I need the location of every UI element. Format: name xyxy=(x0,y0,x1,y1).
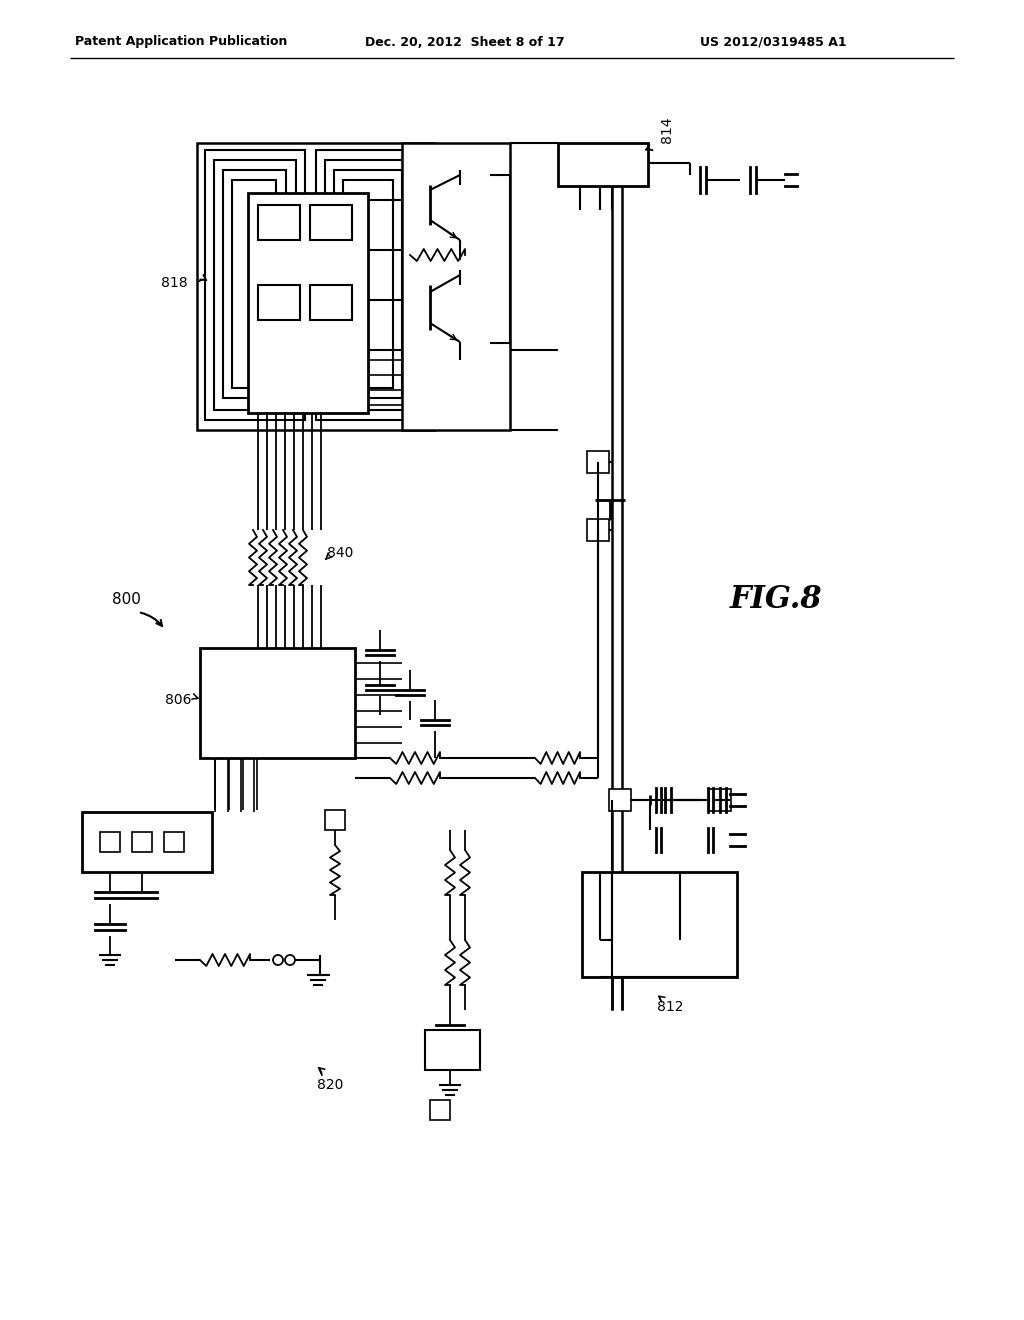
Bar xyxy=(325,160,412,411)
Text: 820: 820 xyxy=(316,1078,343,1092)
Bar xyxy=(82,812,212,873)
Text: 812: 812 xyxy=(656,1001,683,1014)
Bar xyxy=(316,150,421,420)
Text: 818: 818 xyxy=(162,276,188,290)
Bar xyxy=(100,832,120,851)
Text: 814: 814 xyxy=(660,116,674,143)
Bar xyxy=(310,285,352,319)
Text: 800: 800 xyxy=(112,593,141,607)
Bar xyxy=(709,789,731,810)
Text: Dec. 20, 2012  Sheet 8 of 17: Dec. 20, 2012 Sheet 8 of 17 xyxy=(365,36,564,49)
Bar xyxy=(325,810,345,830)
Bar xyxy=(132,832,152,851)
Bar xyxy=(197,143,435,430)
Text: FIG.8: FIG.8 xyxy=(730,585,822,615)
Bar xyxy=(310,205,352,240)
Bar xyxy=(558,143,648,186)
Bar xyxy=(200,648,355,758)
Bar xyxy=(587,451,609,473)
Text: 806: 806 xyxy=(166,693,193,708)
Bar xyxy=(258,285,300,319)
Bar xyxy=(425,1030,480,1071)
Bar xyxy=(430,1100,450,1119)
Bar xyxy=(214,160,296,411)
Bar xyxy=(582,873,737,977)
Text: 840: 840 xyxy=(327,546,353,560)
Bar xyxy=(205,150,305,420)
Bar xyxy=(343,180,393,388)
Bar xyxy=(258,205,300,240)
Bar xyxy=(609,789,631,810)
Bar xyxy=(248,193,368,413)
Text: US 2012/0319485 A1: US 2012/0319485 A1 xyxy=(700,36,847,49)
Bar xyxy=(587,519,609,541)
Bar xyxy=(223,170,286,399)
Bar xyxy=(232,180,276,388)
Bar xyxy=(164,832,184,851)
Text: Patent Application Publication: Patent Application Publication xyxy=(75,36,288,49)
Bar xyxy=(334,170,402,399)
Bar xyxy=(402,143,510,430)
